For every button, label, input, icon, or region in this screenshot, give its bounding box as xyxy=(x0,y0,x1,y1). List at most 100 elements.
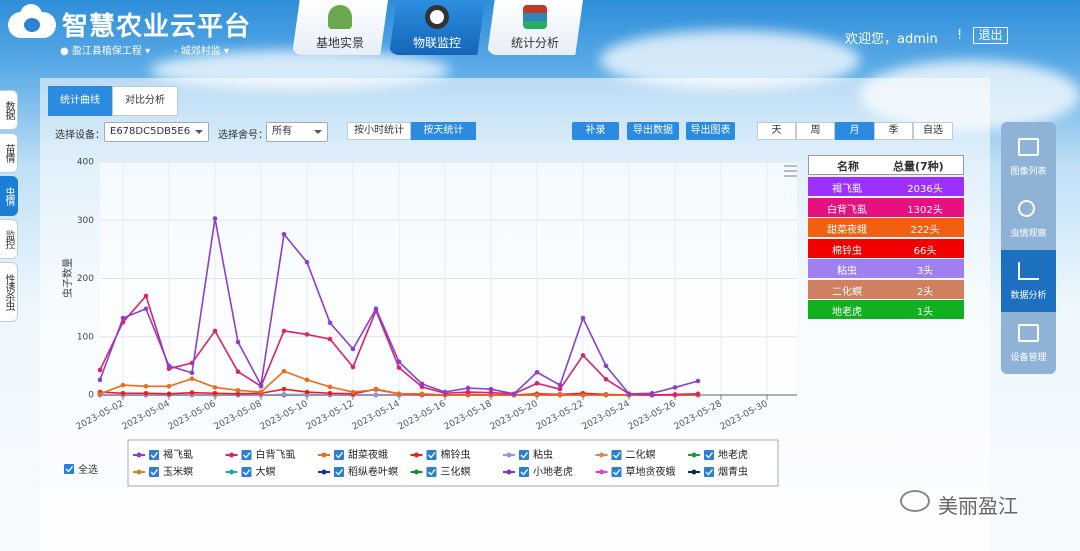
logout-button[interactable]: 退出 xyxy=(973,27,1008,44)
data-point xyxy=(304,259,310,265)
checkbox[interactable] xyxy=(64,464,74,474)
stat-mode-button[interactable]: 按小时统计 xyxy=(347,122,411,140)
action-button[interactable]: 补录 xyxy=(572,122,619,140)
legend-item[interactable]: 玉米螟 xyxy=(133,465,193,478)
data-point xyxy=(534,381,540,386)
check-mark xyxy=(150,469,159,476)
legend-item[interactable]: 褐飞虱 xyxy=(133,448,193,461)
data-point xyxy=(97,367,103,373)
side-tab[interactable]: 监控 xyxy=(0,219,18,259)
nav-tab[interactable]: 基地实景 xyxy=(292,0,388,55)
data-point xyxy=(419,391,425,397)
tool-item[interactable]: 数据分析 xyxy=(1001,250,1056,312)
legend-marker xyxy=(599,469,604,475)
y-tick-label: 300 xyxy=(77,216,94,226)
checkbox[interactable] xyxy=(611,467,622,477)
checkbox[interactable] xyxy=(241,450,252,460)
period-button[interactable]: 周 xyxy=(796,122,835,140)
legend-item[interactable]: 草地贪夜蛾 xyxy=(595,465,676,478)
data-point xyxy=(120,382,126,388)
house-select[interactable]: 所有 xyxy=(266,122,328,142)
nav-tab[interactable]: 物联监控 xyxy=(389,0,485,55)
tool-item[interactable]: 虫情观察 xyxy=(1001,188,1056,250)
tool-panel xyxy=(1001,122,1056,374)
legend-label: 褐飞虱 xyxy=(163,448,193,461)
legend-item[interactable]: 烟青虫 xyxy=(688,465,748,478)
data-point xyxy=(235,339,241,345)
select-all[interactable]: 全选 xyxy=(78,463,98,476)
checkbox[interactable] xyxy=(704,450,714,460)
checkbox[interactable] xyxy=(704,467,714,477)
legend-item[interactable]: 大螟 xyxy=(225,465,276,478)
tool-label: 图像列表 xyxy=(1010,167,1047,177)
side-tab[interactable]: 性诱杀虫 xyxy=(0,262,18,322)
data-point xyxy=(695,378,701,384)
sub-tab[interactable]: 统计曲线 xyxy=(48,86,112,116)
checkbox[interactable] xyxy=(611,450,622,460)
y-tick-label: 400 xyxy=(77,158,94,168)
check-mark xyxy=(613,469,621,476)
side-tab[interactable]: 虫情 xyxy=(0,176,18,216)
period-button[interactable]: 季 xyxy=(874,122,913,140)
row-total: 222头 xyxy=(910,225,940,236)
checkbox[interactable] xyxy=(426,467,437,477)
legend-marker xyxy=(691,469,697,475)
data-point xyxy=(603,392,609,398)
checkbox[interactable] xyxy=(519,450,529,460)
stat-mode-button[interactable]: 按天统计 xyxy=(411,122,476,140)
table-row: 褐飞虱 2036头 xyxy=(808,177,964,196)
legend-item[interactable]: 小地老虎 xyxy=(503,465,573,478)
checkbox[interactable] xyxy=(334,450,344,460)
checkbox[interactable] xyxy=(149,450,159,460)
checkbox[interactable] xyxy=(149,467,159,477)
data-point xyxy=(488,390,494,395)
checkbox[interactable] xyxy=(519,467,529,477)
table-row: 棉铃虫 66头 xyxy=(808,238,964,258)
row-name: 棉铃虫 xyxy=(832,245,862,257)
check-mark xyxy=(428,469,436,476)
tool-item[interactable]: 图像列表 xyxy=(1001,126,1056,188)
legend-item[interactable]: 白背飞虱 xyxy=(225,448,296,461)
tab-icon xyxy=(523,5,547,29)
nav-tab[interactable]: 统计分析 xyxy=(487,0,583,55)
row-name: 褐飞虱 xyxy=(832,184,862,195)
action-button[interactable]: 导出数据 xyxy=(627,122,679,140)
legend-marker xyxy=(321,469,327,475)
data-point xyxy=(166,383,172,389)
x-tick-label: 2023-05-08 xyxy=(213,399,264,433)
data-point xyxy=(603,363,609,369)
x-tick-label: 2023-05-16 xyxy=(397,399,448,433)
legend-item[interactable]: 二化螟 xyxy=(595,448,656,461)
period-button[interactable]: 月 xyxy=(835,122,874,140)
legend-item[interactable]: 甜菜夜蛾 xyxy=(318,448,388,461)
tool-item[interactable]: 设备管理 xyxy=(1001,312,1056,374)
tab-icon xyxy=(328,5,352,29)
sub-tab[interactable]: 对比分析 xyxy=(112,86,178,116)
legend-item[interactable]: 三化螟 xyxy=(410,465,471,478)
legend-marker xyxy=(136,469,142,475)
legend-item[interactable]: 粘虫 xyxy=(503,448,553,461)
check-mark xyxy=(613,452,621,459)
action-button[interactable]: 导出图表 xyxy=(686,122,735,140)
checkbox[interactable] xyxy=(426,450,437,460)
site[interactable]: - 城郊村监 ▾ xyxy=(174,46,229,57)
legend-label: 甜菜夜蛾 xyxy=(348,448,388,461)
data-point xyxy=(557,382,563,388)
location[interactable]: ● 盈江县植保工程 ▾ xyxy=(60,46,151,57)
data-point xyxy=(281,368,287,374)
side-tab[interactable]: 数据 xyxy=(0,90,18,130)
device-select[interactable]: E678DC5DB5E6 xyxy=(104,122,209,142)
welcome: 欢迎您，admin xyxy=(845,32,938,47)
data-point xyxy=(166,363,172,369)
data-point xyxy=(235,388,241,393)
legend-item[interactable]: 棉铃虫 xyxy=(410,448,471,461)
checkbox[interactable] xyxy=(334,467,344,477)
period-button[interactable]: 自选 xyxy=(913,122,953,140)
legend-item[interactable]: 稻纵卷叶螟 xyxy=(318,465,398,478)
checkbox[interactable] xyxy=(241,467,252,477)
legend-item[interactable]: 地老虎 xyxy=(688,448,748,461)
period-button[interactable]: 天 xyxy=(757,122,796,140)
side-tab[interactable]: 苗情 xyxy=(0,133,18,173)
data-point xyxy=(373,387,379,393)
